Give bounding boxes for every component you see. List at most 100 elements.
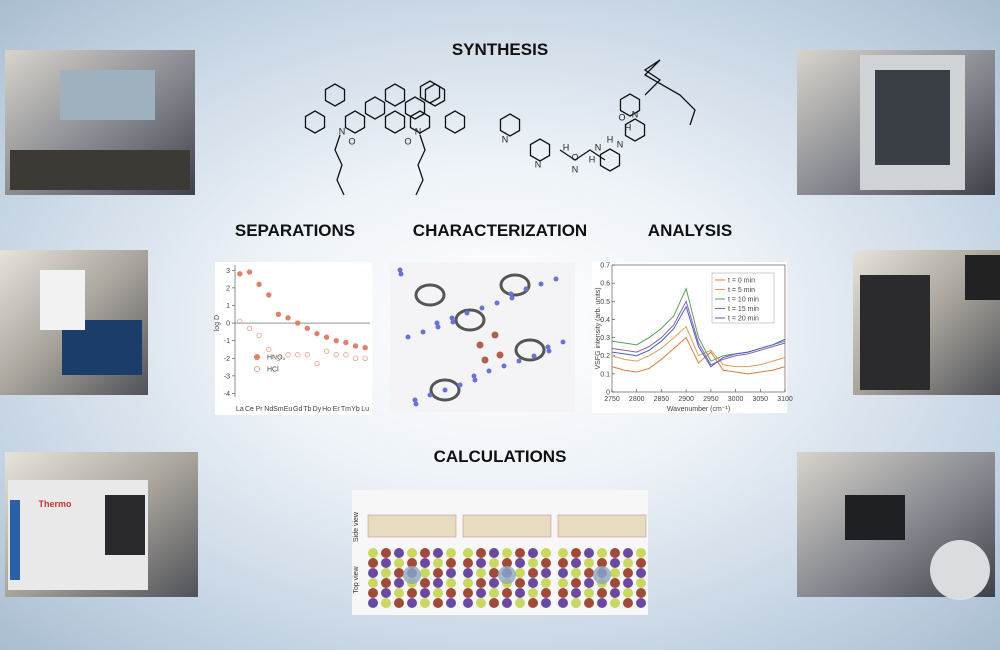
crystal-structure — [390, 262, 575, 412]
ring — [404, 96, 426, 120]
atom — [571, 568, 581, 578]
legend-label: t = 10 min — [728, 297, 759, 304]
ring — [344, 110, 366, 134]
y-tick-label: 0 — [226, 321, 230, 328]
point — [275, 311, 282, 317]
molecule — [304, 59, 696, 196]
ring — [499, 273, 531, 297]
atom — [446, 558, 456, 568]
atom — [476, 568, 486, 578]
side-view-label: Side view — [353, 511, 360, 542]
adsorbate — [403, 566, 421, 584]
atom — [368, 578, 378, 588]
atom — [509, 295, 515, 301]
x-tick-label: 3050 — [752, 396, 768, 403]
atom — [523, 286, 529, 292]
atom — [381, 568, 391, 578]
atom — [433, 578, 443, 588]
point — [285, 315, 291, 321]
atom — [463, 558, 473, 568]
legend-label: HCl — [267, 367, 279, 374]
atom — [538, 281, 544, 287]
atom — [413, 401, 419, 407]
series-line — [611, 305, 786, 368]
atom — [528, 588, 538, 598]
atom — [597, 598, 607, 608]
atom-label: N — [572, 164, 579, 174]
ring — [444, 110, 466, 134]
ring — [324, 83, 346, 107]
point — [333, 352, 339, 358]
x-tick-label: Tm — [341, 406, 351, 413]
atom — [434, 320, 440, 326]
point — [343, 339, 349, 346]
atom — [420, 558, 430, 568]
chain — [643, 59, 696, 126]
atom — [449, 315, 455, 321]
x-tick-label: Pr — [256, 406, 264, 413]
atom — [502, 588, 512, 598]
atom — [636, 588, 646, 598]
atom — [636, 558, 646, 568]
atom-label: H — [625, 122, 632, 132]
ring — [419, 80, 441, 104]
atom — [433, 548, 443, 558]
atom — [368, 598, 378, 608]
legend-label: t = 20 min — [728, 316, 759, 323]
atom — [571, 598, 581, 608]
atom — [515, 548, 525, 558]
atom — [584, 578, 594, 588]
atom — [597, 558, 607, 568]
atom — [407, 588, 417, 598]
atom — [528, 568, 538, 578]
atom — [541, 588, 551, 598]
atom — [442, 387, 448, 393]
atom-label: O — [348, 136, 355, 146]
atom — [394, 548, 404, 558]
atom — [463, 588, 473, 598]
atom — [433, 598, 443, 608]
adsorbate — [498, 566, 516, 584]
x-tick-label: Eu — [284, 406, 293, 413]
atom — [515, 588, 525, 598]
slab — [462, 514, 552, 538]
chain — [559, 149, 606, 161]
y-tick-label: 2 — [226, 285, 230, 292]
ring — [529, 138, 551, 162]
ring — [599, 148, 621, 172]
atom — [515, 568, 525, 578]
point — [256, 332, 262, 339]
section-title: ANALYSIS — [648, 221, 732, 240]
point — [237, 271, 243, 277]
atom-label: N — [632, 109, 639, 119]
atom — [560, 339, 566, 345]
y-axis-label: log D — [214, 315, 221, 331]
atom — [515, 558, 525, 568]
atom — [489, 598, 499, 608]
atom — [597, 548, 607, 558]
atom — [433, 558, 443, 568]
atom — [502, 548, 512, 558]
legend-label: t = 15 min — [728, 306, 759, 313]
atom-label: H — [607, 134, 614, 144]
y-tick-label: 0.1 — [600, 371, 610, 378]
atom — [584, 588, 594, 598]
atom — [463, 568, 473, 578]
atom — [489, 558, 499, 568]
point — [294, 352, 301, 358]
atom — [368, 558, 378, 568]
ring — [624, 118, 646, 142]
point — [343, 352, 349, 358]
atom — [381, 558, 391, 568]
atom — [446, 598, 456, 608]
point — [352, 343, 359, 349]
atom — [553, 276, 559, 282]
atom-label: N — [415, 126, 422, 136]
point — [304, 325, 311, 332]
atom-label: N — [595, 142, 602, 152]
plot-frame — [611, 264, 786, 393]
x-tick-label: Dy — [313, 406, 322, 413]
atom — [491, 331, 499, 339]
